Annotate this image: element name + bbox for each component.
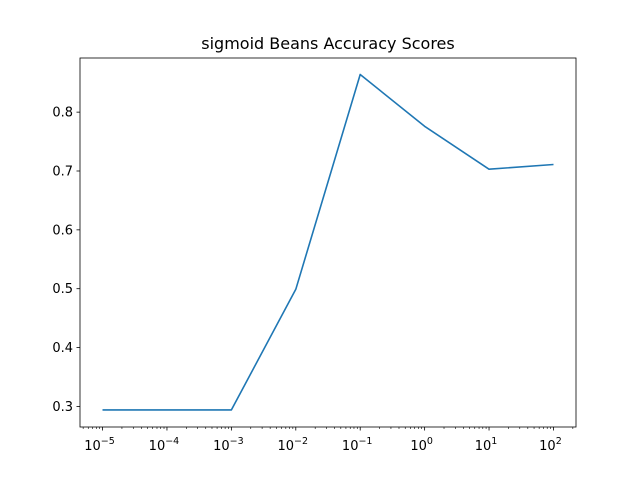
x-tick-label: 10−1 — [342, 436, 373, 454]
x-tick-label-exponent: 2 — [556, 436, 562, 447]
x-tick-label-exponent: −5 — [101, 436, 115, 447]
y-tick-label: 0.4 — [52, 341, 73, 356]
x-tick-label-exponent: −4 — [165, 436, 179, 447]
plot-area: 10−5 10−4 10−3 10−2 10−1 100 101 1020.30.40.50.… — [52, 57, 577, 454]
x-tick-label: 10−5 — [84, 436, 115, 454]
x-tick-label-base: 10 — [539, 439, 556, 454]
x-tick-label: 100 — [410, 436, 433, 454]
y-tick-label: 0.6 — [52, 223, 73, 238]
x-tick-label-base: 10 — [213, 439, 230, 454]
x-tick-label-base: 10 — [410, 439, 427, 454]
y-tick-label: 0.7 — [52, 164, 73, 179]
x-tick-label-exponent: −2 — [294, 436, 308, 447]
y-tick-label: 0.5 — [52, 282, 73, 297]
y-tick-label: 0.3 — [52, 400, 73, 415]
x-tick-label-base: 10 — [278, 439, 295, 454]
x-tick-label-exponent: 0 — [427, 436, 433, 447]
axes-frame — [79, 57, 577, 428]
series-line — [102, 73, 554, 411]
x-tick-label: 101 — [475, 436, 498, 454]
y-tick-label: 0.8 — [52, 106, 73, 121]
x-tick-label: 10−2 — [278, 436, 309, 454]
x-tick-label-exponent: −3 — [230, 436, 244, 447]
x-tick-label-exponent: 1 — [491, 436, 497, 447]
x-tick-label-base: 10 — [475, 439, 492, 454]
x-tick-label-base: 10 — [84, 439, 101, 454]
x-tick-label: 10−4 — [149, 436, 180, 454]
x-tick-label-base: 10 — [342, 439, 359, 454]
x-tick-label: 102 — [539, 436, 562, 454]
x-tick-label-exponent: −1 — [358, 436, 372, 447]
x-tick-label: 10−3 — [213, 436, 244, 454]
chart-title: sigmoid Beans Accuracy Scores — [201, 34, 454, 53]
x-tick-label-base: 10 — [149, 439, 166, 454]
